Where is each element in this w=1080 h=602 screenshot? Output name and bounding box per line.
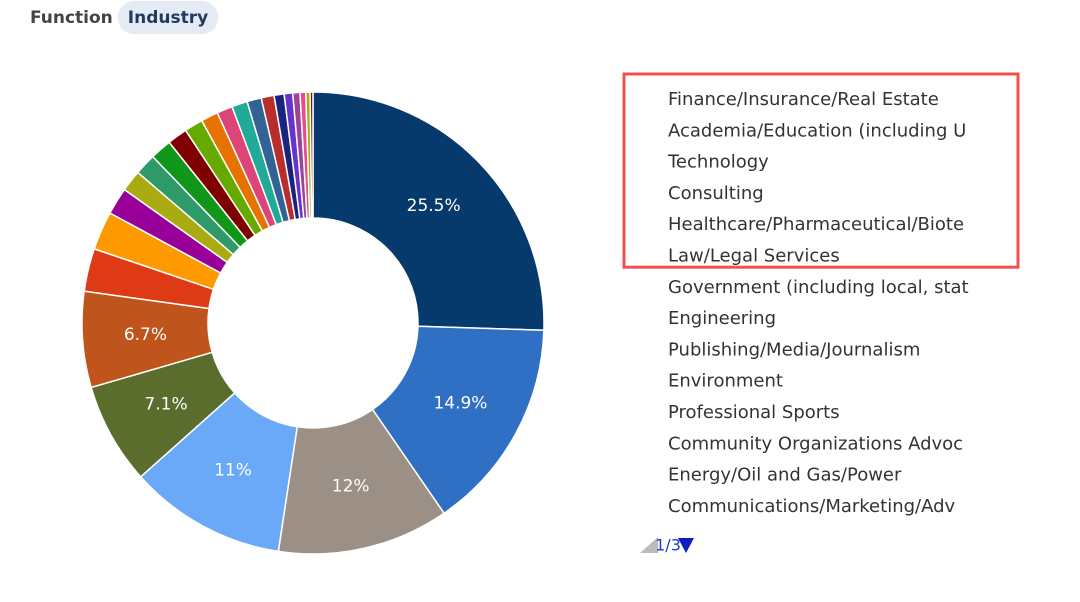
pager-prev[interactable] xyxy=(640,537,658,553)
legend-swatch xyxy=(640,436,656,452)
legend-label: Communications/Marketing/Adv xyxy=(668,496,956,517)
legend-label: Publishing/Media/Journalism xyxy=(668,339,920,360)
legend-label: Academia/Education (including U xyxy=(668,120,966,141)
legend-label: Healthcare/Pharmaceutical/Biote xyxy=(668,214,964,235)
slice-label: 14.9% xyxy=(433,393,487,413)
tab-industry[interactable]: Industry xyxy=(128,8,208,28)
legend-swatch xyxy=(640,342,656,358)
legend-label: Energy/Oil and Gas/Power xyxy=(668,465,902,486)
legend-swatch xyxy=(640,499,656,515)
legend-label: Consulting xyxy=(668,183,764,204)
slice xyxy=(371,325,545,515)
slice xyxy=(312,91,545,332)
tab-active-bg[interactable] xyxy=(118,1,218,34)
pager-label: 1/3 xyxy=(655,536,681,555)
slice xyxy=(309,91,314,219)
legend-label: Technology xyxy=(667,152,769,173)
slice-label: 11% xyxy=(214,461,252,481)
legend-swatch xyxy=(640,374,656,390)
highlight-box xyxy=(622,72,1020,269)
legend-swatch xyxy=(640,405,656,421)
legend-label: Law/Legal Services xyxy=(668,246,840,267)
legend-swatch xyxy=(640,280,656,296)
legend-swatch xyxy=(640,155,656,171)
legend-swatch xyxy=(640,217,656,233)
legend-swatch xyxy=(640,468,656,484)
legend-swatch xyxy=(640,249,656,265)
legend-swatch xyxy=(640,311,656,327)
pager-next[interactable] xyxy=(678,538,694,553)
legend-label: Finance/Insurance/Real Estate xyxy=(668,89,939,110)
legend-swatch xyxy=(640,123,656,139)
legend-label: Community Organizations Advoc xyxy=(668,433,963,454)
slice-label: 6.7% xyxy=(124,325,167,345)
slice-label: 25.5% xyxy=(407,196,461,216)
tab-function[interactable]: Function xyxy=(30,8,113,28)
slice-label: 7.1% xyxy=(144,394,187,414)
legend-label: Professional Sports xyxy=(668,402,840,423)
legend-swatch xyxy=(640,186,656,202)
legend-label: Government (including local, stat xyxy=(668,277,969,298)
legend-label: Engineering xyxy=(668,308,776,329)
legend-label: Environment xyxy=(668,371,783,392)
slice-label: 12% xyxy=(332,477,370,497)
legend-swatch xyxy=(640,92,656,108)
